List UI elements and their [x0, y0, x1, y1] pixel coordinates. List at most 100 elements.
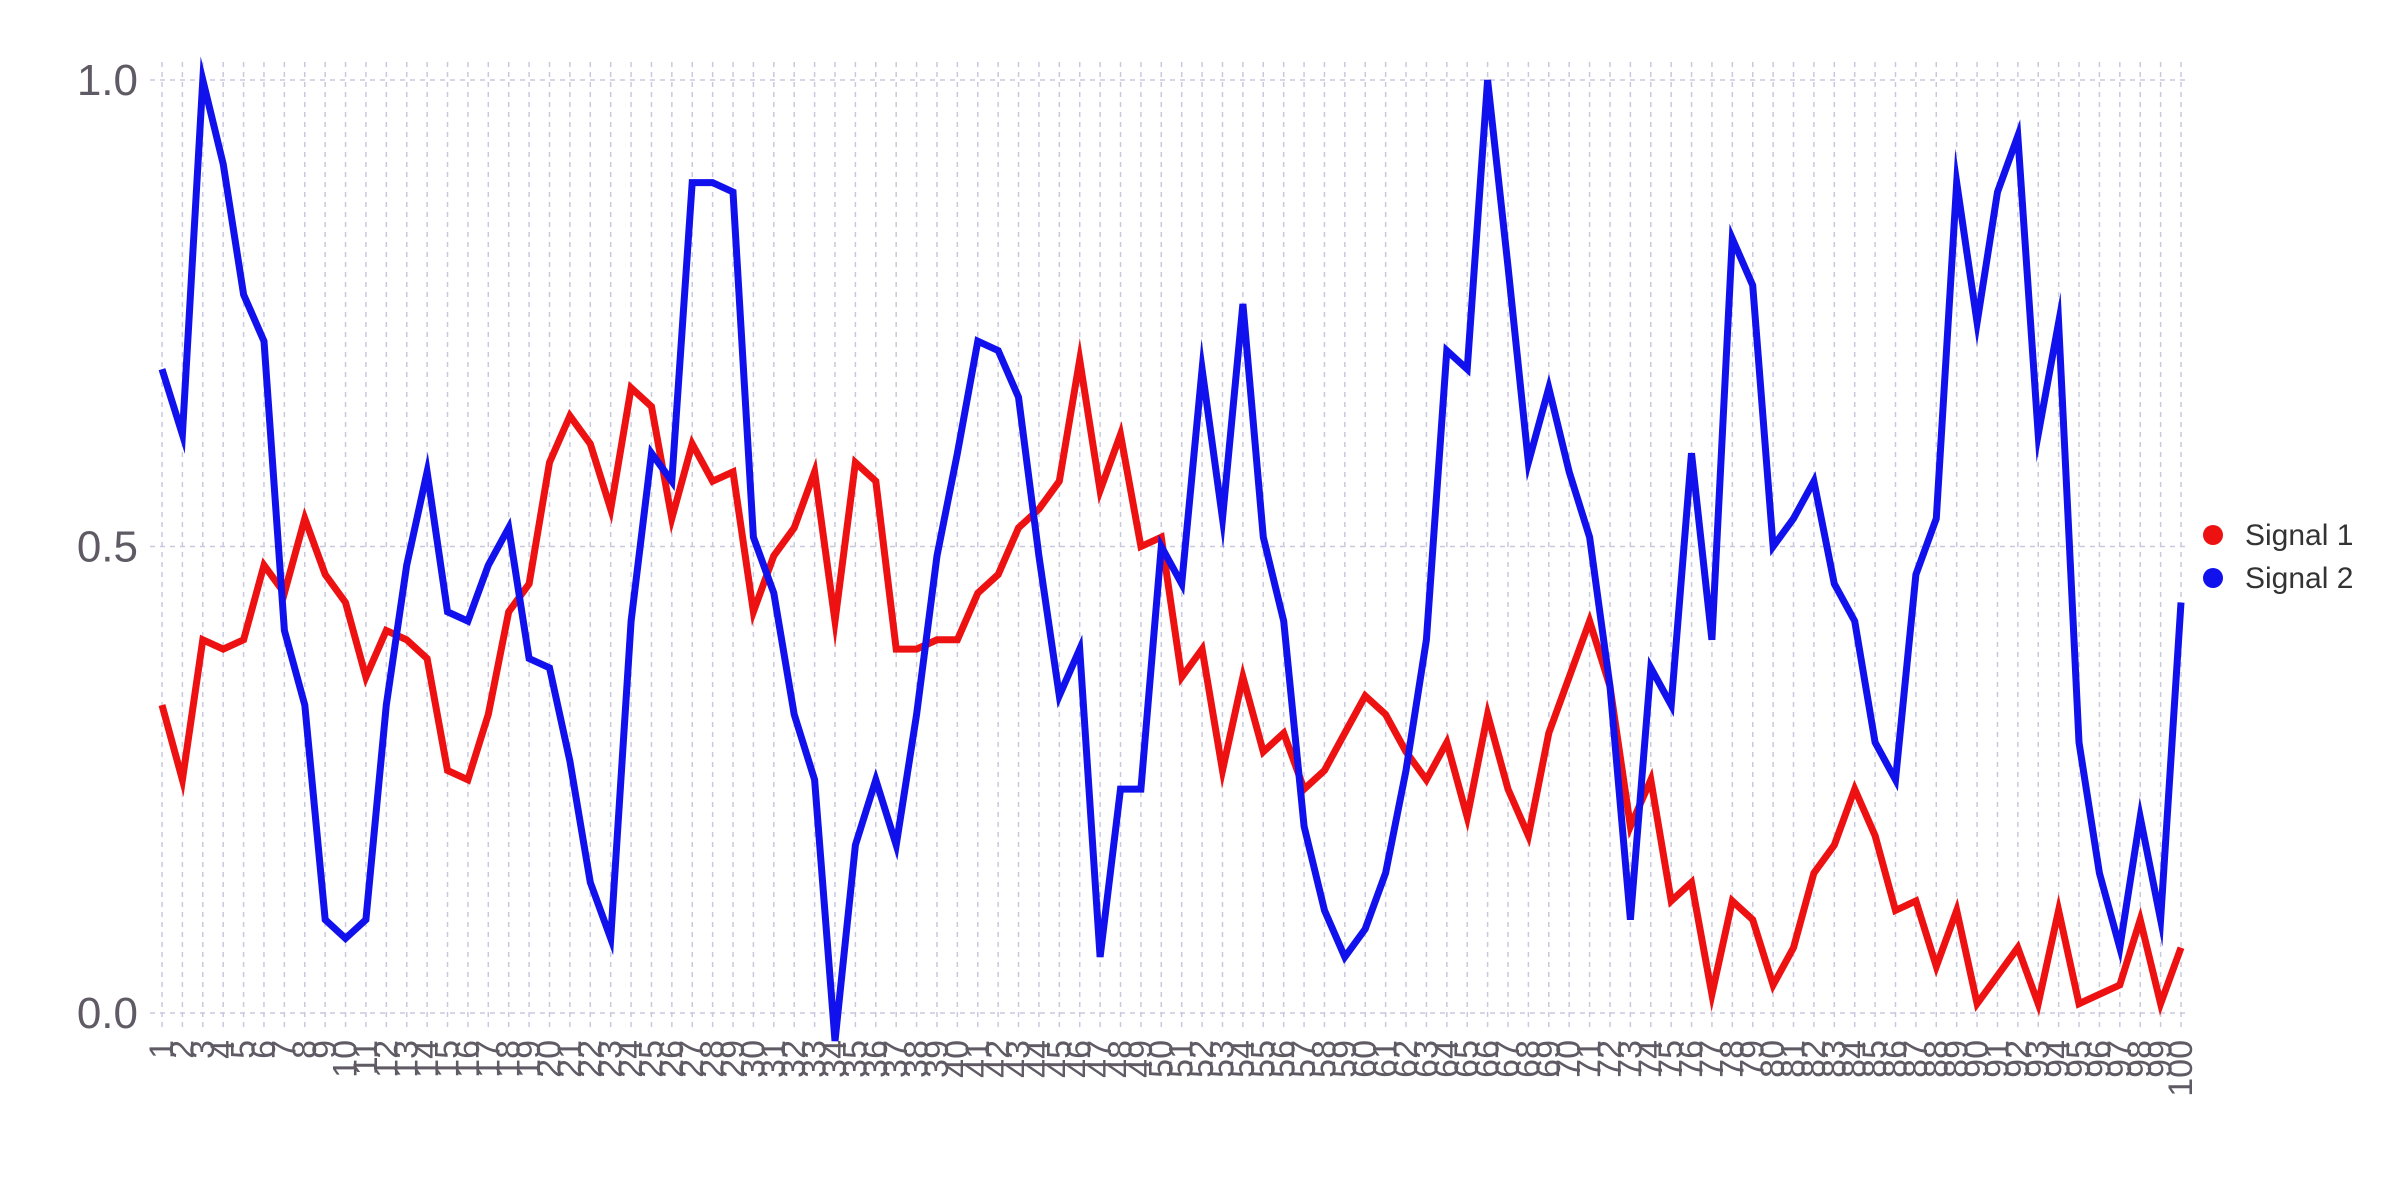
legend: Signal 1 Signal 2 — [2203, 519, 2353, 595]
x-tick-label: 38 — [898, 1040, 936, 1078]
legend-label-signal-2: Signal 2 — [2245, 562, 2353, 595]
x-tick-label: 13 — [388, 1040, 426, 1078]
x-tick-label: 90 — [1958, 1040, 1996, 1078]
x-tick-label: 25 — [632, 1040, 670, 1078]
x-tick-label: 30 — [734, 1040, 772, 1078]
x-tick-label: 51 — [1163, 1040, 1201, 1078]
x-tick-label: 10 — [327, 1040, 365, 1078]
x-tick-label: 29 — [714, 1040, 752, 1078]
x-tick-label: 76 — [1673, 1040, 1711, 1078]
x-tick-label: 71 — [1571, 1040, 1609, 1078]
x-tick-label: 65 — [1448, 1040, 1486, 1078]
legend-marker-signal-2 — [2203, 568, 2223, 588]
series-line-signal-1 — [158, 338, 2185, 1017]
x-tick-label: 34 — [816, 1040, 854, 1078]
x-tick-label: 19 — [510, 1040, 548, 1078]
x-tick-label: 84 — [1836, 1040, 1874, 1078]
x-tick-label: 46 — [1061, 1040, 1099, 1078]
x-tick-label: 63 — [1407, 1040, 1445, 1078]
x-tick-label: 32 — [775, 1040, 813, 1078]
x-tick-label: 16 — [449, 1040, 487, 1078]
x-tick-label: 72 — [1591, 1040, 1629, 1078]
x-tick-label: 40 — [938, 1040, 976, 1078]
x-tick-label: 54 — [1224, 1040, 1262, 1078]
x-tick-label: 12 — [367, 1040, 405, 1078]
x-tick-label: 59 — [1326, 1040, 1364, 1078]
x-tick-label: 91 — [1978, 1040, 2016, 1078]
x-tick-label: 74 — [1632, 1040, 1670, 1078]
x-tick-label: 99 — [2142, 1040, 2180, 1078]
x-tick-label: 69 — [1530, 1040, 1568, 1078]
x-tick-label: 68 — [1509, 1040, 1547, 1078]
x-tick-label: 96 — [2080, 1040, 2118, 1078]
x-tick-label: 3 — [184, 1040, 222, 1059]
x-tick-label: 23 — [592, 1040, 630, 1078]
x-tick-label: 78 — [1713, 1040, 1751, 1078]
x-tick-label: 56 — [1265, 1040, 1303, 1078]
x-tick-label: 92 — [1999, 1040, 2037, 1078]
x-tick-label: 42 — [979, 1040, 1017, 1078]
x-tick-label: 6 — [245, 1040, 283, 1059]
x-tick-label: 4 — [204, 1040, 242, 1059]
x-tick-label: 53 — [1203, 1040, 1241, 1078]
x-tick-label: 60 — [1346, 1040, 1384, 1078]
x-tick-label: 31 — [755, 1040, 793, 1078]
x-tick-label: 88 — [1917, 1040, 1955, 1078]
x-tick-label: 61 — [1367, 1040, 1405, 1078]
x-tick-label: 62 — [1387, 1040, 1425, 1078]
x-tick-label: 21 — [551, 1040, 589, 1078]
x-tick-label: 20 — [530, 1040, 568, 1078]
x-tick-label: 14 — [408, 1040, 446, 1078]
x-tick-label: 77 — [1693, 1040, 1731, 1078]
x-tick-label: 55 — [1244, 1040, 1282, 1078]
y-axis: 0.0 0.5 1.0 — [77, 56, 138, 1038]
x-tick-label: 93 — [2019, 1040, 2057, 1078]
x-tick-label: 47 — [1081, 1040, 1119, 1078]
x-tick-label: 15 — [429, 1040, 467, 1078]
series-lines — [158, 56, 2185, 1042]
x-tick-label: 97 — [2101, 1040, 2139, 1078]
x-tick-label: 35 — [836, 1040, 874, 1078]
x-tick-label: 85 — [1856, 1040, 1894, 1078]
x-tick-label: 82 — [1795, 1040, 1833, 1078]
x-tick-label: 57 — [1285, 1040, 1323, 1078]
x-tick-label: 89 — [1938, 1040, 1976, 1078]
y-tick-label: 1.0 — [77, 56, 138, 105]
x-tick-label: 27 — [673, 1040, 711, 1078]
x-tick-label: 86 — [1876, 1040, 1914, 1078]
x-axis: 1234567891011121314151617181920212223242… — [143, 1040, 2200, 1097]
x-tick-label: 81 — [1775, 1040, 1813, 1078]
x-tick-label: 24 — [612, 1040, 650, 1078]
x-tick-label: 70 — [1550, 1040, 1588, 1078]
x-tick-label: 49 — [1122, 1040, 1160, 1078]
x-tick-label: 44 — [1020, 1040, 1058, 1078]
x-tick-label: 9 — [306, 1040, 344, 1059]
y-tick-label: 0.0 — [77, 989, 138, 1038]
grid-lines — [150, 62, 2185, 1030]
x-tick-label: 79 — [1734, 1040, 1772, 1078]
x-tick-label: 8 — [286, 1040, 324, 1059]
x-tick-label: 45 — [1040, 1040, 1078, 1078]
x-tick-label: 95 — [2060, 1040, 2098, 1078]
x-tick-label: 37 — [877, 1040, 915, 1078]
x-tick-label: 2 — [163, 1040, 201, 1059]
x-tick-label: 33 — [796, 1040, 834, 1078]
x-tick-label: 87 — [1897, 1040, 1935, 1078]
x-tick-label: 75 — [1652, 1040, 1690, 1078]
x-tick-label: 98 — [2121, 1040, 2159, 1078]
x-tick-label: 73 — [1611, 1040, 1649, 1078]
x-tick-label: 41 — [959, 1040, 997, 1078]
x-tick-label: 36 — [857, 1040, 895, 1078]
x-tick-label: 1 — [143, 1040, 181, 1059]
x-tick-label: 83 — [1815, 1040, 1853, 1078]
x-tick-label: 80 — [1754, 1040, 1792, 1078]
x-tick-label: 18 — [490, 1040, 528, 1078]
x-tick-label: 39 — [918, 1040, 956, 1078]
legend-marker-signal-1 — [2203, 525, 2223, 545]
x-tick-label: 67 — [1489, 1040, 1527, 1078]
x-tick-label: 58 — [1305, 1040, 1343, 1078]
x-tick-label: 26 — [653, 1040, 691, 1078]
x-tick-label: 22 — [571, 1040, 609, 1078]
x-tick-label: 17 — [469, 1040, 507, 1078]
